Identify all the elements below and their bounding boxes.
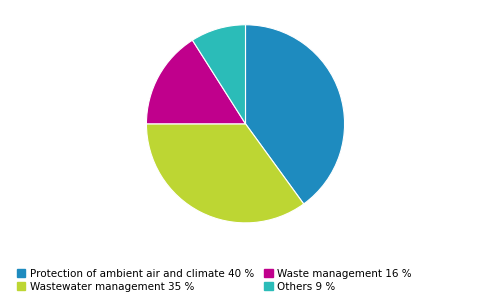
Wedge shape	[146, 40, 246, 124]
Wedge shape	[192, 25, 246, 124]
Wedge shape	[146, 124, 304, 223]
Wedge shape	[246, 25, 345, 204]
Legend: Protection of ambient air and climate 40 %, Wastewater management 35 %, Waste ma: Protection of ambient air and climate 40…	[15, 266, 413, 294]
